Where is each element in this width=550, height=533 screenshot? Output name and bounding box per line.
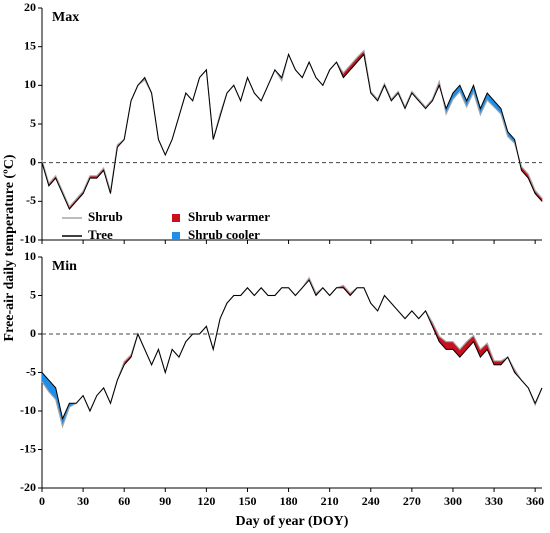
y-tick-label: 5 <box>30 287 36 301</box>
x-axis-label: Day of year (DOY) <box>236 514 349 529</box>
y-tick-label: 0 <box>30 154 36 168</box>
y-axis-label: Free-air daily temperature (ºC) <box>2 154 17 341</box>
series-line <box>41 52 543 210</box>
y-tick-label: 10 <box>24 249 36 263</box>
legend-swatch <box>172 214 180 222</box>
y-tick-label: -20 <box>20 480 36 494</box>
legend-label: Tree <box>88 227 113 242</box>
x-tick-label: 240 <box>362 494 380 508</box>
legend-label: Shrub cooler <box>188 227 260 242</box>
x-tick-label: 90 <box>159 494 171 508</box>
y-tick-label: -10 <box>20 403 36 417</box>
x-tick-label: 330 <box>485 494 503 508</box>
difference-area <box>48 379 56 401</box>
x-tick-label: 120 <box>197 494 215 508</box>
y-tick-label: -5 <box>26 364 36 378</box>
difference-area <box>41 371 50 393</box>
panel-label: Min <box>52 259 77 274</box>
x-tick-label: 30 <box>77 494 89 508</box>
series-line <box>41 49 543 208</box>
x-tick-label: 210 <box>321 494 339 508</box>
y-tick-label: -10 <box>20 232 36 246</box>
series-line <box>41 276 543 429</box>
y-tick-label: 15 <box>24 38 36 52</box>
panel-label: Max <box>52 10 79 25</box>
x-tick-label: 60 <box>118 494 130 508</box>
y-tick-label: -5 <box>26 193 36 207</box>
x-tick-label: 360 <box>526 494 544 508</box>
y-tick-label: 0 <box>30 326 36 340</box>
legend-label: Shrub warmer <box>188 209 270 224</box>
difference-area <box>445 341 454 350</box>
x-tick-label: 300 <box>444 494 462 508</box>
y-tick-label: 5 <box>30 116 36 130</box>
x-tick-label: 180 <box>280 494 298 508</box>
x-tick-label: 270 <box>403 494 421 508</box>
y-tick-label: 20 <box>24 0 36 14</box>
legend-swatch <box>172 232 180 240</box>
difference-area <box>452 340 461 358</box>
x-tick-label: 0 <box>39 494 45 508</box>
y-tick-label: 10 <box>24 77 36 91</box>
legend-label: Shrub <box>88 209 123 224</box>
difference-area <box>459 340 467 358</box>
series-line <box>41 279 543 421</box>
x-tick-label: 150 <box>238 494 256 508</box>
y-tick-label: -15 <box>20 441 36 455</box>
